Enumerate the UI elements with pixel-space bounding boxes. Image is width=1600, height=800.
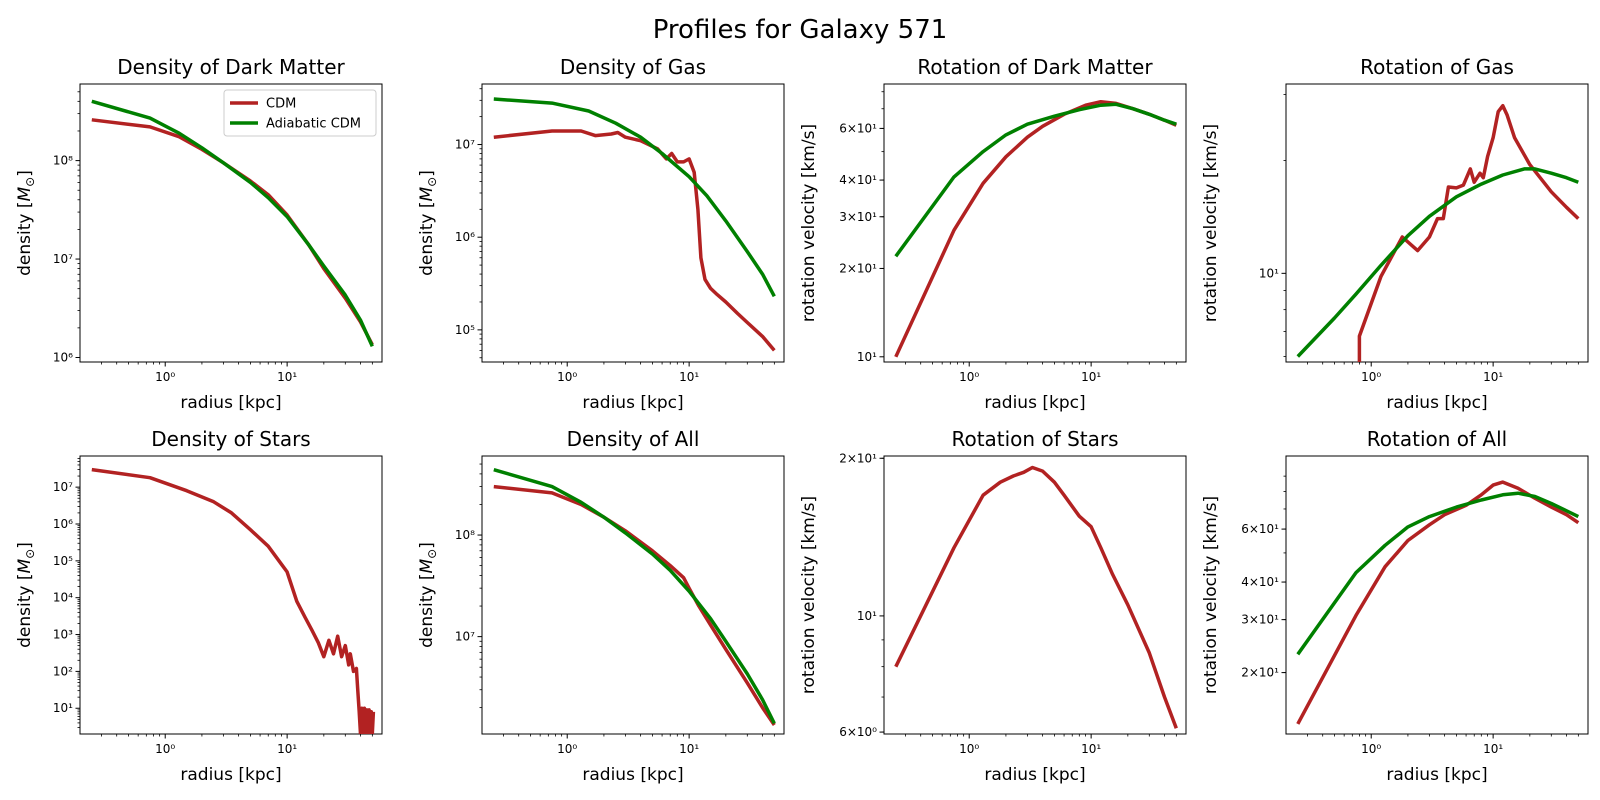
x-tick-label: 10¹: [277, 370, 297, 384]
axes-frame: [883, 455, 1187, 735]
y-axis-label: rotation velocity [km/s]: [1201, 496, 1221, 694]
chart-panel: 10⁰ 10¹ 10¹ 2×10¹ 3×10¹ 4×10¹ 6×10¹ Rotation of…: [799, 55, 1187, 413]
y-tick-label: 10¹: [857, 350, 877, 364]
y-tick-label: 10¹: [1259, 266, 1279, 280]
axes-frame: [79, 455, 383, 735]
chart-title: Density of Dark Matter: [117, 55, 345, 79]
chart-title: Rotation of Dark Matter: [917, 55, 1153, 79]
figure-title: Profiles for Galaxy 571: [653, 15, 948, 45]
y-tick-label: 10⁷: [455, 630, 475, 644]
chart-panel: 10⁰ 10¹ 10¹ 10² 10³ 10⁴ 10⁵ 10⁶ 10⁷ Density of St…: [15, 427, 383, 785]
x-axis-label: radius [kpc]: [1386, 765, 1487, 785]
y-axis-label: rotation velocity [km/s]: [799, 496, 819, 694]
axes-frame: [481, 83, 785, 363]
y-tick-label: 10⁸: [455, 528, 475, 542]
series-line: [91, 467, 376, 734]
x-tick-label: 10¹: [1081, 370, 1101, 384]
legend: CDM Adiabatic CDM: [223, 89, 377, 137]
x-tick-label: 10⁰: [155, 370, 175, 384]
y-tick-label: 4×10¹: [1241, 575, 1279, 589]
series-line: [894, 102, 1177, 258]
legend-entry: CDM: [266, 97, 296, 112]
series-line: [1296, 167, 1579, 358]
y-tick-label: 10⁴: [53, 591, 73, 605]
x-tick-label: 10⁰: [557, 742, 577, 756]
y-tick-label: 2×10¹: [839, 451, 877, 465]
y-tick-label: 10⁵: [455, 323, 475, 337]
y-tick-label: 10⁶: [53, 350, 73, 364]
y-tick-label: 10¹: [53, 701, 73, 715]
y-axis-label: density [M⊙]: [417, 170, 439, 276]
chart-title: Rotation of Gas: [1360, 55, 1514, 79]
chart-panel: 10⁰ 10¹ 6×10⁰ 10¹ 2×10¹ Rotation of Stars radi…: [799, 427, 1187, 785]
x-tick-label: 10⁰: [155, 742, 175, 756]
y-tick-label: 3×10¹: [839, 210, 877, 224]
x-tick-label: 10⁰: [557, 370, 577, 384]
chart-panel: 10⁰ 10¹ 10⁷ 10⁸ Density of All radius [kpc] de…: [417, 427, 785, 785]
y-tick-label: 10⁷: [53, 252, 73, 266]
x-tick-label: 10⁰: [959, 370, 979, 384]
y-tick-label: 10⁸: [53, 154, 73, 168]
y-tick-label: 10³: [53, 628, 73, 642]
y-tick-label: 10¹: [857, 609, 877, 623]
axes-frame: [883, 83, 1187, 363]
chart-title: Density of All: [567, 427, 700, 451]
y-tick-label: 10⁶: [53, 517, 73, 531]
y-axis-label: density [M⊙]: [417, 542, 439, 648]
legend-box: [223, 89, 377, 137]
axes-frame: [481, 455, 785, 735]
series-line: [91, 99, 374, 348]
x-axis-label: radius [kpc]: [180, 765, 281, 785]
y-tick-label: 10⁵: [53, 554, 73, 568]
series-line: [493, 97, 776, 298]
y-tick-label: 6×10⁰: [839, 725, 877, 739]
axes-frame: [1285, 455, 1589, 735]
x-tick-label: 10⁰: [1361, 742, 1381, 756]
chart-panel: 10⁰ 10¹ 2×10¹ 3×10¹ 4×10¹ 6×10¹ Rotation of Al…: [1201, 427, 1589, 785]
y-tick-label: 2×10¹: [839, 261, 877, 275]
x-tick-label: 10⁰: [959, 742, 979, 756]
x-tick-label: 10¹: [679, 742, 699, 756]
chart-panel: 10⁰ 10¹ 10⁵ 10⁶ 10⁷ Density of Gas radius [kpc…: [417, 55, 785, 413]
x-tick-label: 10¹: [277, 742, 297, 756]
chart-panel: 10⁰ 10¹ 10¹ Rotation of Gas radius [kpc] rota…: [1201, 55, 1589, 413]
y-tick-label: 6×10¹: [839, 121, 877, 135]
x-tick-label: 10⁰: [1361, 370, 1381, 384]
x-tick-label: 10¹: [1483, 742, 1503, 756]
y-tick-label: 10²: [53, 664, 73, 678]
y-axis-label: rotation velocity [km/s]: [799, 124, 819, 322]
y-tick-label: 10⁷: [455, 138, 475, 152]
x-axis-label: radius [kpc]: [180, 393, 281, 413]
y-tick-label: 10⁶: [455, 230, 475, 244]
y-tick-label: 6×10¹: [1241, 522, 1279, 536]
chart-title: Rotation of All: [1367, 427, 1507, 451]
x-tick-label: 10¹: [1483, 370, 1503, 384]
x-axis-label: radius [kpc]: [1386, 393, 1487, 413]
y-tick-label: 2×10¹: [1241, 666, 1279, 680]
series-line: [1357, 103, 1580, 362]
y-tick-label: 3×10¹: [1241, 613, 1279, 627]
chart-panel: 10⁰ 10¹ 10⁶ 10⁷ 10⁸ Density of Dark Matter rad…: [15, 55, 383, 413]
x-axis-label: radius [kpc]: [984, 393, 1085, 413]
x-tick-label: 10¹: [679, 370, 699, 384]
x-tick-label: 10¹: [1081, 742, 1101, 756]
x-axis-label: radius [kpc]: [984, 765, 1085, 785]
x-axis-label: radius [kpc]: [582, 393, 683, 413]
chart-title: Density of Stars: [151, 427, 310, 451]
chart-title: Density of Gas: [560, 55, 706, 79]
series-line: [493, 468, 776, 725]
y-tick-label: 10⁷: [53, 480, 73, 494]
series-line: [894, 465, 1178, 729]
legend-entry: Adiabatic CDM: [266, 117, 361, 132]
x-axis-label: radius [kpc]: [582, 765, 683, 785]
series-line: [1296, 491, 1580, 656]
series-line: [493, 129, 776, 352]
y-axis-label: rotation velocity [km/s]: [1201, 124, 1221, 322]
y-tick-label: 4×10¹: [839, 173, 877, 187]
chart-title: Rotation of Stars: [951, 427, 1118, 451]
series-line: [1296, 480, 1580, 725]
y-axis-label: density [M⊙]: [15, 542, 37, 648]
y-axis-label: density [M⊙]: [15, 170, 37, 276]
